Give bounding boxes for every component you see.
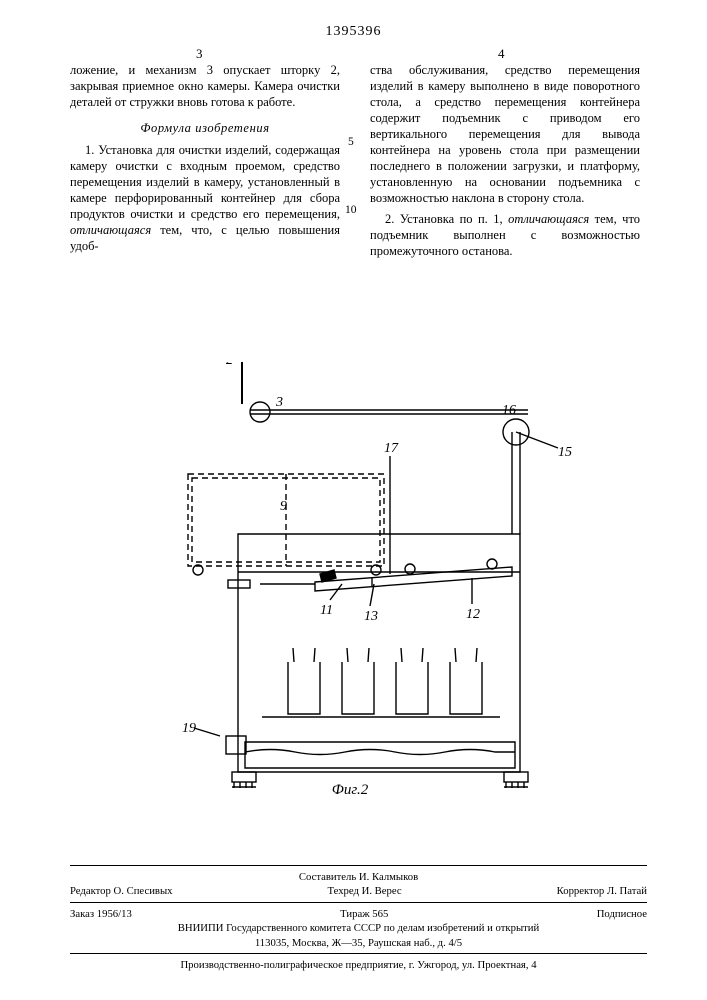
tank-outline (245, 742, 515, 768)
label-9: 9 (280, 499, 287, 514)
roller-3 (250, 402, 270, 422)
label-11: 11 (320, 603, 333, 618)
credits-row: Редактор О. Спесивых Техред И. Верес Кор… (70, 884, 647, 898)
label-17: 17 (384, 441, 399, 456)
platform-12 (315, 567, 512, 591)
subscr: Подписное (597, 907, 647, 921)
right-claim-2: 2. Установка по п. 1, отличающаяся тем, … (370, 211, 640, 259)
left-para-1: ложение, и механизм 3 опускает шторку 2,… (70, 62, 340, 110)
lead-15 (516, 432, 558, 448)
label-13: 13 (364, 609, 378, 624)
line-number-10: 10 (345, 204, 357, 216)
label-12: 12 (466, 607, 480, 622)
tirazh: Тираж 565 (340, 907, 388, 921)
label-16: 16 (502, 403, 516, 418)
figure-2: 2 3 9 17 16 15 11 13 12 19 Фиг.2 (120, 362, 580, 802)
claim2-text-a: 2. Установка по п. 1, (385, 212, 508, 226)
claim1-text-a: 1. Установка для очистки изделий, содерж… (70, 143, 340, 221)
press-line: Производственно-полиграфическое предприя… (70, 958, 647, 972)
lead-11 (330, 584, 342, 600)
liquid-surface (245, 750, 515, 755)
patent-page: 1395396 3 4 5 10 ложение, и механизм 3 о… (0, 0, 707, 1000)
page-number-right: 4 (498, 46, 505, 62)
editor: Редактор О. Спесивых (70, 884, 172, 898)
claim1-distinguish: отличающаяся (70, 223, 151, 237)
formula-heading: Формула изобретения (70, 120, 340, 136)
part-19 (226, 736, 246, 754)
right-para-1: ства обслуживания, средство перемещения … (370, 62, 640, 206)
composer: Составитель И. Калмыков (70, 870, 647, 884)
figure-labels: 2 3 9 17 16 15 11 13 12 19 (182, 362, 572, 736)
figure-svg: 2 3 9 17 16 15 11 13 12 19 (120, 362, 580, 802)
label-15: 15 (558, 445, 572, 460)
org-line-1: ВНИИПИ Государственного комитета СССР по… (70, 921, 647, 935)
org-line-2: 113035, Москва, Ж—35, Раушская наб., д. … (70, 936, 647, 950)
column-left: ложение, и механизм 3 опускает шторку 2,… (70, 62, 340, 259)
order-no: Заказ 1956/13 (70, 907, 132, 921)
left-claim-1: 1. Установка для очистки изделий, содерж… (70, 142, 340, 254)
column-right: ства обслуживания, средство перемещения … (370, 62, 640, 264)
lead-19 (194, 728, 220, 736)
document-number: 1395396 (0, 24, 707, 40)
corrector: Корректор Л. Патай (557, 884, 647, 898)
label-2: 2 (226, 362, 233, 368)
label-3: 3 (275, 395, 283, 410)
figure-caption: Фиг.2 (120, 782, 580, 799)
agitators (262, 648, 500, 717)
label-19: 19 (182, 721, 196, 736)
techred: Техред И. Верес (327, 884, 401, 898)
colophon: Составитель И. Калмыков Редактор О. Спес… (70, 862, 647, 973)
line-number-5: 5 (348, 136, 354, 148)
stub-left (228, 580, 250, 588)
page-number-left: 3 (196, 46, 203, 62)
claim2-distinguish: отличающаяся (508, 212, 589, 226)
container-9 (188, 474, 384, 566)
order-row: Заказ 1956/13 Тираж 565 Подписное (70, 907, 647, 921)
